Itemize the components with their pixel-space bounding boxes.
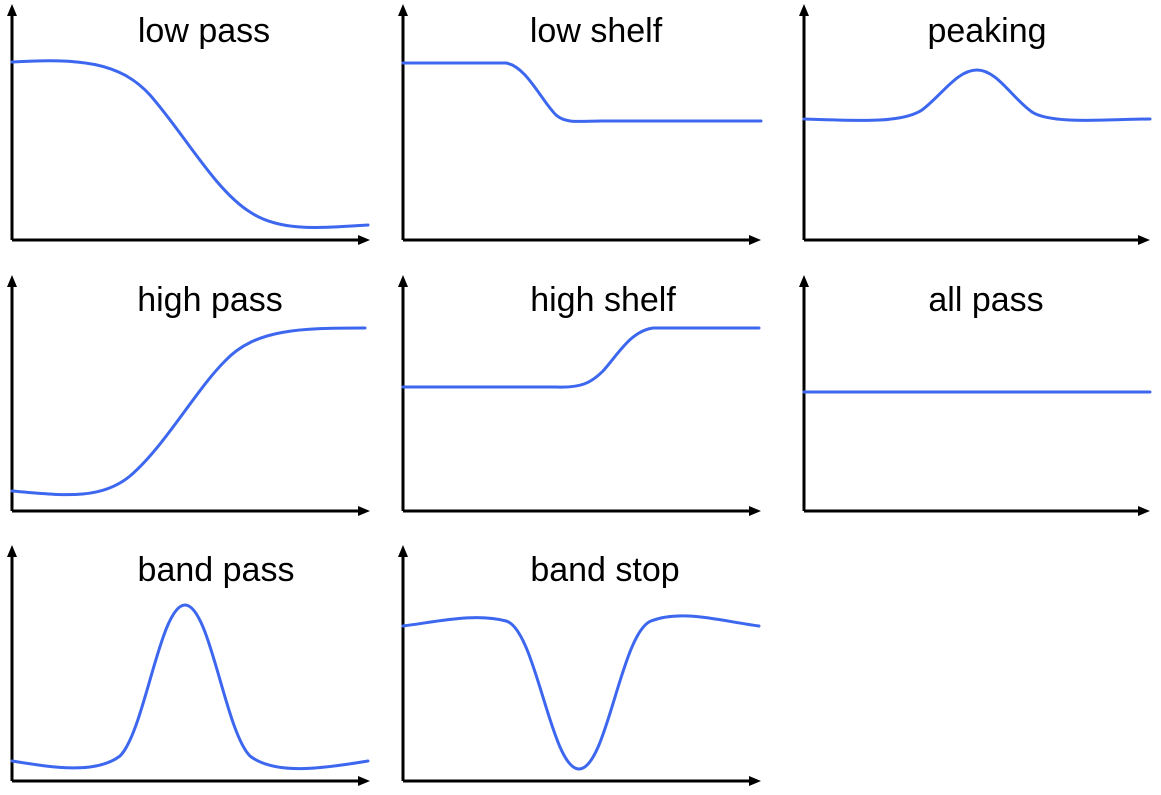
panel-peaking: peaking: [799, 4, 1152, 245]
response-curve: [401, 326, 761, 389]
panel-title: band pass: [138, 551, 295, 589]
panel-title: band stop: [530, 551, 679, 589]
x-axis-arrow-icon: [358, 776, 370, 786]
panel-high-shelf: high shelf: [398, 275, 761, 516]
panel-band-pass: band pass: [7, 545, 370, 786]
panel-title: low shelf: [530, 12, 663, 50]
response-curve: [802, 68, 1152, 122]
panel-all-pass: all pass: [799, 275, 1152, 516]
x-axis-arrow-icon: [749, 506, 761, 516]
panel-title: low pass: [138, 12, 270, 50]
x-axis-arrow-icon: [358, 235, 370, 245]
panel-title: high pass: [137, 281, 283, 319]
response-curve: [10, 59, 370, 229]
x-axis-arrow-icon: [749, 776, 761, 786]
x-axis-arrow-icon: [358, 506, 370, 516]
y-axis-arrow-icon: [799, 275, 809, 287]
y-axis-arrow-icon: [398, 545, 408, 557]
y-axis-arrow-icon: [398, 4, 408, 16]
y-axis-arrow-icon: [799, 4, 809, 16]
panel-low-pass: low pass: [7, 4, 370, 245]
y-axis-arrow-icon: [7, 275, 17, 287]
x-axis-arrow-icon: [1138, 506, 1150, 516]
panel-low-shelf: low shelf: [398, 4, 763, 245]
panel-title: all pass: [928, 281, 1043, 319]
x-axis-arrow-icon: [1138, 235, 1150, 245]
panel-band-stop: band stop: [398, 545, 761, 786]
x-axis-arrow-icon: [749, 235, 761, 245]
response-curve: [401, 614, 761, 771]
panel-title: peaking: [927, 12, 1046, 50]
panel-title: high shelf: [530, 281, 676, 319]
panel-high-pass: high pass: [7, 275, 370, 516]
y-axis-arrow-icon: [7, 4, 17, 16]
y-axis-arrow-icon: [398, 275, 408, 287]
response-curve: [401, 61, 763, 123]
response-curve: [10, 326, 367, 497]
response-curve: [10, 603, 370, 771]
y-axis-arrow-icon: [7, 545, 17, 557]
